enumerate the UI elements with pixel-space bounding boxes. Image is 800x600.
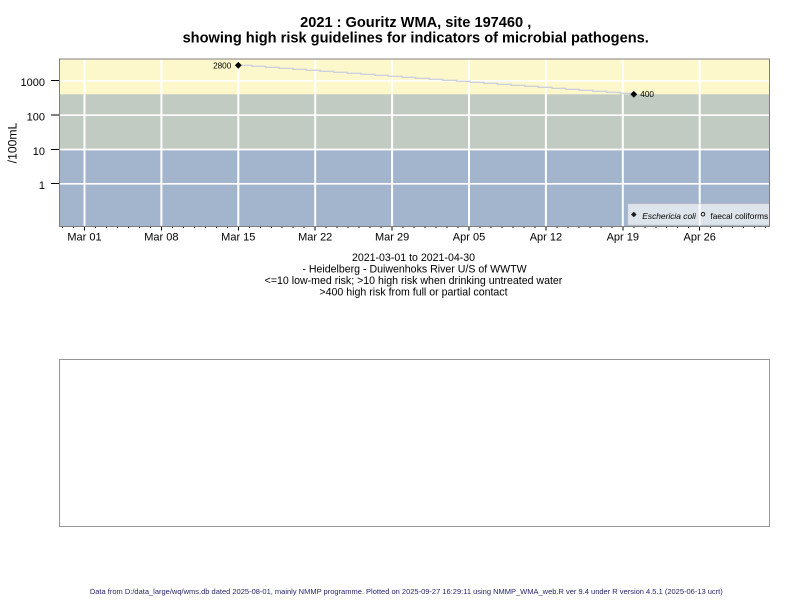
svg-text:faecal coliforms: faecal coliforms	[711, 211, 769, 221]
svg-text:2800: 2800	[213, 61, 232, 70]
svg-text:Apr 12: Apr 12	[530, 232, 562, 244]
svg-text:Eschericia coli: Eschericia coli	[642, 211, 697, 221]
svg-text:/100mL: /100mL	[5, 122, 19, 163]
svg-text:<=10 low-med risk; >10 high ri: <=10 low-med risk; >10 high risk when dr…	[265, 275, 563, 287]
svg-text:showing high risk guidelines f: showing high risk guidelines for indicat…	[183, 31, 649, 47]
svg-text:2021 : Gouritz WMA, site 19746: 2021 : Gouritz WMA, site 197460 ,	[300, 15, 531, 31]
svg-text:Data from D:/data_large/wq/wms: Data from D:/data_large/wq/wms.db dated …	[90, 587, 723, 596]
svg-text:Mar 22: Mar 22	[298, 232, 332, 244]
svg-text:400: 400	[640, 90, 654, 99]
svg-text:Apr 26: Apr 26	[683, 232, 715, 244]
svg-text:Apr 05: Apr 05	[453, 232, 485, 244]
svg-text:Mar 29: Mar 29	[375, 232, 409, 244]
svg-text:Mar 01: Mar 01	[67, 232, 101, 244]
svg-text:100: 100	[27, 112, 45, 124]
svg-text:1000: 1000	[21, 77, 45, 89]
svg-text:- Heidelberg - Duiwenhoks Rive: - Heidelberg - Duiwenhoks River U/S of W…	[302, 264, 526, 276]
svg-text:2021-03-01 to 2021-04-30: 2021-03-01 to 2021-04-30	[352, 252, 475, 264]
svg-text:10: 10	[33, 146, 45, 158]
svg-text:Mar 08: Mar 08	[144, 232, 178, 244]
svg-text:Mar 15: Mar 15	[221, 232, 255, 244]
svg-text:>400 high risk from full or pa: >400 high risk from full or partial cont…	[319, 286, 507, 298]
svg-text:1: 1	[39, 180, 45, 192]
svg-text:Apr 19: Apr 19	[607, 232, 639, 244]
